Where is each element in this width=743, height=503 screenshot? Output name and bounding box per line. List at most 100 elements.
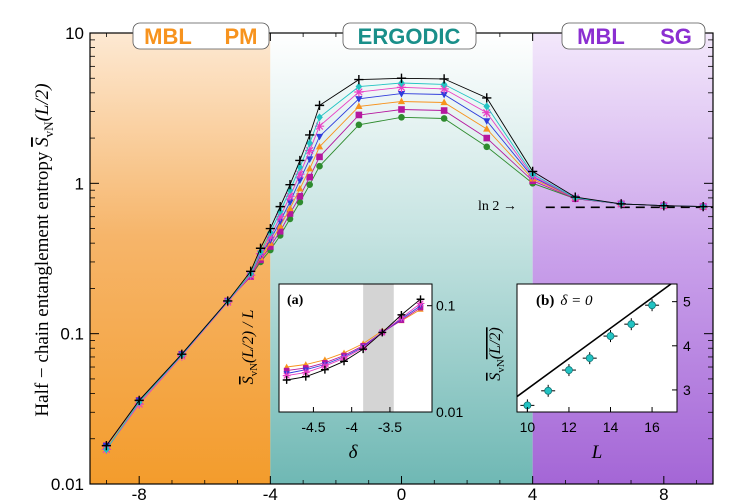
series-point-L=14-12 <box>354 87 364 97</box>
inset-a-point-4-7 <box>416 295 425 304</box>
series-point-L=16-2 <box>177 349 187 359</box>
inset-a-series-line-1 <box>286 307 421 372</box>
series-point-L=15-14 <box>440 80 448 89</box>
series-point-L=14-8 <box>285 191 295 201</box>
x-tick-label-2: 0 <box>397 485 406 503</box>
ln2-label: ln 2 → <box>478 199 517 214</box>
inset-b-point-3 <box>585 354 594 363</box>
series-point-L=13-12 <box>355 96 363 103</box>
inset-a-point-3-0 <box>282 371 291 380</box>
series-point-L=12-11 <box>315 142 324 150</box>
phase-label-mbl-pm: MBL PM <box>132 22 270 50</box>
series-point-L=10-13 <box>398 113 405 121</box>
inset-a-point-4-4 <box>359 345 368 354</box>
inset-a-point-3-7 <box>416 299 425 308</box>
inset-a-point-4-0 <box>282 376 291 384</box>
inset-b-point-5 <box>627 320 636 329</box>
y-axis-label-sub: vN <box>41 121 56 138</box>
inset-b-point-2 <box>565 366 573 374</box>
inset-a-xlabel: δ <box>349 442 359 463</box>
phase-label-mbl-pm-first: MBL <box>144 24 192 49</box>
inset-a-y-tick-label-0: 0.01 <box>436 404 463 420</box>
phase-label-mbl-sg: MBL SG <box>561 22 706 50</box>
series-point-L=14-6 <box>265 232 275 242</box>
series-point-L=13-15 <box>483 118 491 125</box>
series-point-L=16-3 <box>223 296 233 306</box>
series-point-L=13-14 <box>440 91 448 99</box>
inset-a-x-tick-label-1: -3.5 <box>378 419 402 435</box>
series-point-L=14-13 <box>396 82 407 92</box>
inset-b-x-tick-label-3: 16 <box>644 419 660 435</box>
inset-b-y-tick-label-2: 5 <box>683 294 691 310</box>
series-point-L=13-13 <box>397 91 406 98</box>
series-point-L=16-5 <box>255 243 266 253</box>
series-point-L=12-7 <box>276 222 284 229</box>
series-point-L=10-14 <box>440 115 448 122</box>
phase-label-mbl-pm-second: PM <box>225 24 258 49</box>
inset-a-x-tick-label-0: -4.5 <box>301 419 325 435</box>
series-point-L=11-13 <box>398 106 405 113</box>
series-point-L=11-9 <box>296 192 304 200</box>
inset-b-x-tick-label-0: 10 <box>520 419 536 435</box>
inset-a-point-4-2 <box>320 365 329 374</box>
mbl-sg-region <box>532 33 713 484</box>
inset-a-y-tick-label-1: 0.1 <box>436 298 456 314</box>
inset-b-y-tick-label-0: 3 <box>683 382 691 398</box>
inset-b-point-4 <box>606 332 615 340</box>
series-point-L=16-10 <box>305 130 315 140</box>
series-point-L=10-9 <box>296 198 304 206</box>
inset-b-label: (b) δ = 0 <box>536 293 593 309</box>
series-point-L=13-10 <box>306 156 314 164</box>
inset-b-fit-line <box>516 283 672 398</box>
inset-a-ticks: -4.5 -3.5 -4 0.01 0.1 <box>301 298 463 435</box>
series-point-L=11-8 <box>286 210 294 217</box>
series-point-L=15-7 <box>276 207 284 216</box>
series-point-L=14-14 <box>439 84 449 94</box>
y-tick-label-1: 0.1 <box>60 325 84 344</box>
series-point-L=13-11 <box>315 133 324 141</box>
series-point-L=10-10 <box>306 181 313 188</box>
x-tick-label-0: -8 <box>132 485 147 503</box>
main-series-group <box>101 73 708 454</box>
inset-b-y-tick-label-1: 4 <box>683 338 691 354</box>
inset-b-ticks: 10 12 14 16 3 4 5 <box>520 294 691 435</box>
series-point-L=12-9 <box>296 184 304 192</box>
y-axis-label-prefix: Half − chain entanglement entropy <box>32 147 53 417</box>
y-axis-label-symbol: S <box>32 137 53 147</box>
series-point-L=11-6 <box>267 243 274 250</box>
inset-a-frame <box>278 283 433 413</box>
inset-b-label-text: δ = 0 <box>560 293 593 309</box>
series-point-L=16-16 <box>528 166 538 177</box>
series-point-L=10-12 <box>355 121 363 129</box>
series-point-L=10-11 <box>316 162 323 170</box>
phase-label-mbl-sg-second: SG <box>660 24 692 49</box>
series-point-L=12-14 <box>440 98 448 106</box>
series-point-L=14-7 <box>275 212 285 222</box>
inset-b-xlabel: L <box>591 442 603 463</box>
series-point-L=11-11 <box>316 153 323 161</box>
series-point-L=12-10 <box>306 164 314 172</box>
phase-label-ergodic-text: ERGODIC <box>358 24 461 49</box>
inset-b-point-6 <box>648 301 656 310</box>
inset-a-point-4-6 <box>397 310 406 319</box>
y-tick-label-3: 10 <box>65 24 84 43</box>
series-point-L=16-11 <box>314 100 325 111</box>
series-point-L=15-10 <box>306 139 313 148</box>
series-point-L=12-15 <box>483 124 491 132</box>
inset-b-point-1 <box>544 386 553 395</box>
x-tick-label-1: -4 <box>263 485 278 503</box>
series-point-L=16-14 <box>439 74 449 84</box>
series-point-L=14-15 <box>482 108 492 118</box>
inset-a-series-line-4 <box>286 298 421 381</box>
series-point-L=16-20 <box>698 202 708 212</box>
y-tick-label-2: 1 <box>75 174 84 193</box>
series-point-L=11-10 <box>306 173 313 181</box>
series-point-L=14-11 <box>314 121 325 131</box>
series-point-L=15-11 <box>316 113 323 122</box>
series-point-L=11-14 <box>440 107 448 114</box>
series-point-L=14-10 <box>305 146 315 156</box>
series-point-L=16-12 <box>354 74 364 85</box>
x-tick-label-3: 4 <box>528 485 537 503</box>
inset-a-point-3-1 <box>301 368 310 377</box>
